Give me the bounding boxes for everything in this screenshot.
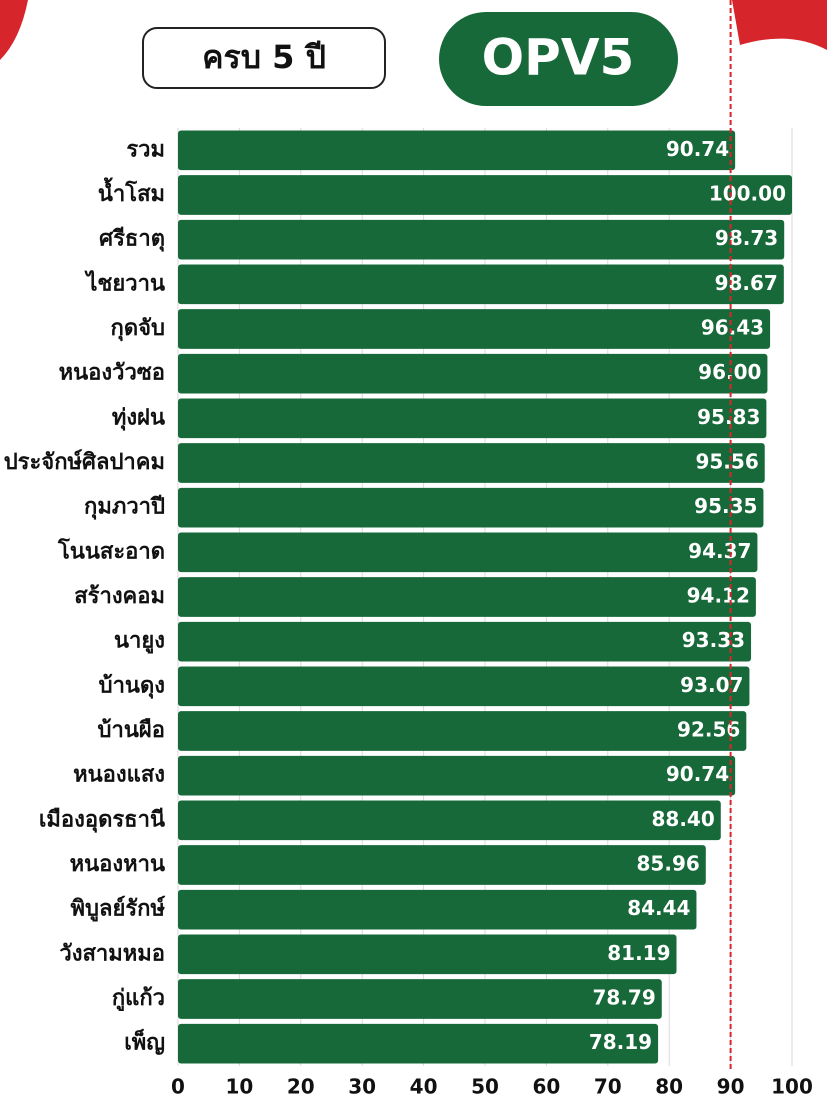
y-tick-label: กุดจับ: [111, 316, 165, 342]
x-tick-label: 70: [594, 1075, 622, 1099]
y-tick-label: นายูง: [114, 629, 165, 655]
y-tick-label: ศรีธาตุ: [99, 227, 165, 253]
value-label: 93.07: [680, 673, 743, 697]
bar: [178, 577, 756, 617]
value-label: 88.40: [652, 807, 715, 831]
x-tick-label: 10: [225, 1075, 253, 1099]
bar: [178, 309, 771, 349]
y-tick-label: ประจักษ์ศิลปาคม: [4, 449, 165, 475]
value-label: 95.83: [697, 405, 760, 429]
bar: [178, 398, 767, 439]
value-label: 81.19: [607, 941, 670, 965]
chart-title: OPV5: [482, 29, 635, 87]
y-tick-label: บ้านผือ: [98, 718, 165, 743]
y-tick-label: ทุ่งฝน: [112, 405, 165, 431]
subtitle-badge: [142, 27, 386, 89]
value-label: 98.73: [715, 226, 778, 250]
y-tick-label: กู่แก้ว: [112, 986, 165, 1012]
bar: [178, 130, 736, 171]
value-label: 90.74: [666, 137, 729, 161]
bar: [178, 979, 662, 1019]
x-tick-label: 80: [655, 1075, 683, 1099]
value-label: 96.43: [701, 316, 764, 340]
value-label: 90.74: [666, 762, 729, 786]
x-tick-label: 60: [532, 1075, 560, 1099]
x-tick-label: 40: [410, 1075, 438, 1099]
value-label: 98.67: [715, 271, 778, 295]
title-badge: [435, 8, 682, 110]
y-tick-label: เมืองอุดรธานี: [39, 807, 165, 833]
x-tick-label: 0: [171, 1075, 185, 1099]
value-label: 84.44: [627, 896, 690, 920]
value-label: 94.12: [687, 584, 750, 608]
value-label: 85.96: [637, 852, 700, 876]
bar: [178, 443, 765, 483]
value-label: 78.79: [593, 986, 656, 1010]
y-tick-label: บ้านดุง: [99, 673, 165, 699]
bar: [178, 889, 697, 930]
x-tick-label: 90: [717, 1075, 745, 1099]
y-tick-label: โนนสะอาด: [57, 537, 165, 564]
bar: [178, 532, 758, 573]
value-label: 100.00: [709, 182, 786, 206]
value-label: 78.19: [589, 1030, 652, 1054]
y-tick-label: น้ำโสม: [98, 177, 165, 207]
bar: [178, 353, 768, 394]
bar: [178, 175, 792, 215]
y-tick-label: หนองวัวซอ: [59, 361, 165, 386]
bar: [178, 800, 721, 841]
bar: [178, 711, 747, 751]
y-tick-label: วังสามหมอ: [59, 941, 165, 966]
y-tick-label: กุมภวาปี: [84, 495, 165, 521]
value-label: 95.35: [694, 494, 757, 518]
y-tick-label: รวม: [126, 137, 165, 162]
y-tick-label: หนองแสง: [73, 763, 165, 788]
bar: [178, 264, 784, 305]
x-tick-label: 50: [471, 1075, 499, 1099]
x-tick-label: 30: [348, 1075, 376, 1099]
value-label: 93.33: [682, 628, 745, 652]
bar: [178, 1023, 659, 1064]
bar: [178, 487, 764, 528]
decoration: [0, 0, 28, 60]
x-tick-label: 20: [287, 1075, 315, 1099]
bar: [178, 755, 736, 796]
y-tick-label: สร้างคอม: [74, 584, 165, 609]
subtitle: ครบ 5 ปี: [202, 38, 326, 76]
x-tick-label: 100: [771, 1075, 813, 1099]
y-tick-label: เพ็ญ: [124, 1028, 165, 1056]
value-label: 94.37: [688, 539, 751, 563]
y-tick-label: หนองหาน: [70, 852, 165, 877]
bar: [178, 934, 677, 975]
value-label: 95.56: [695, 450, 758, 474]
bar: [178, 219, 785, 260]
bar: [178, 845, 706, 885]
flag: [732, 0, 827, 50]
y-tick-label: ไชยวาน: [84, 269, 165, 296]
bar: [178, 666, 750, 707]
bar: [178, 621, 752, 662]
y-tick-label: พิบูลย์รักษ์: [71, 896, 166, 923]
